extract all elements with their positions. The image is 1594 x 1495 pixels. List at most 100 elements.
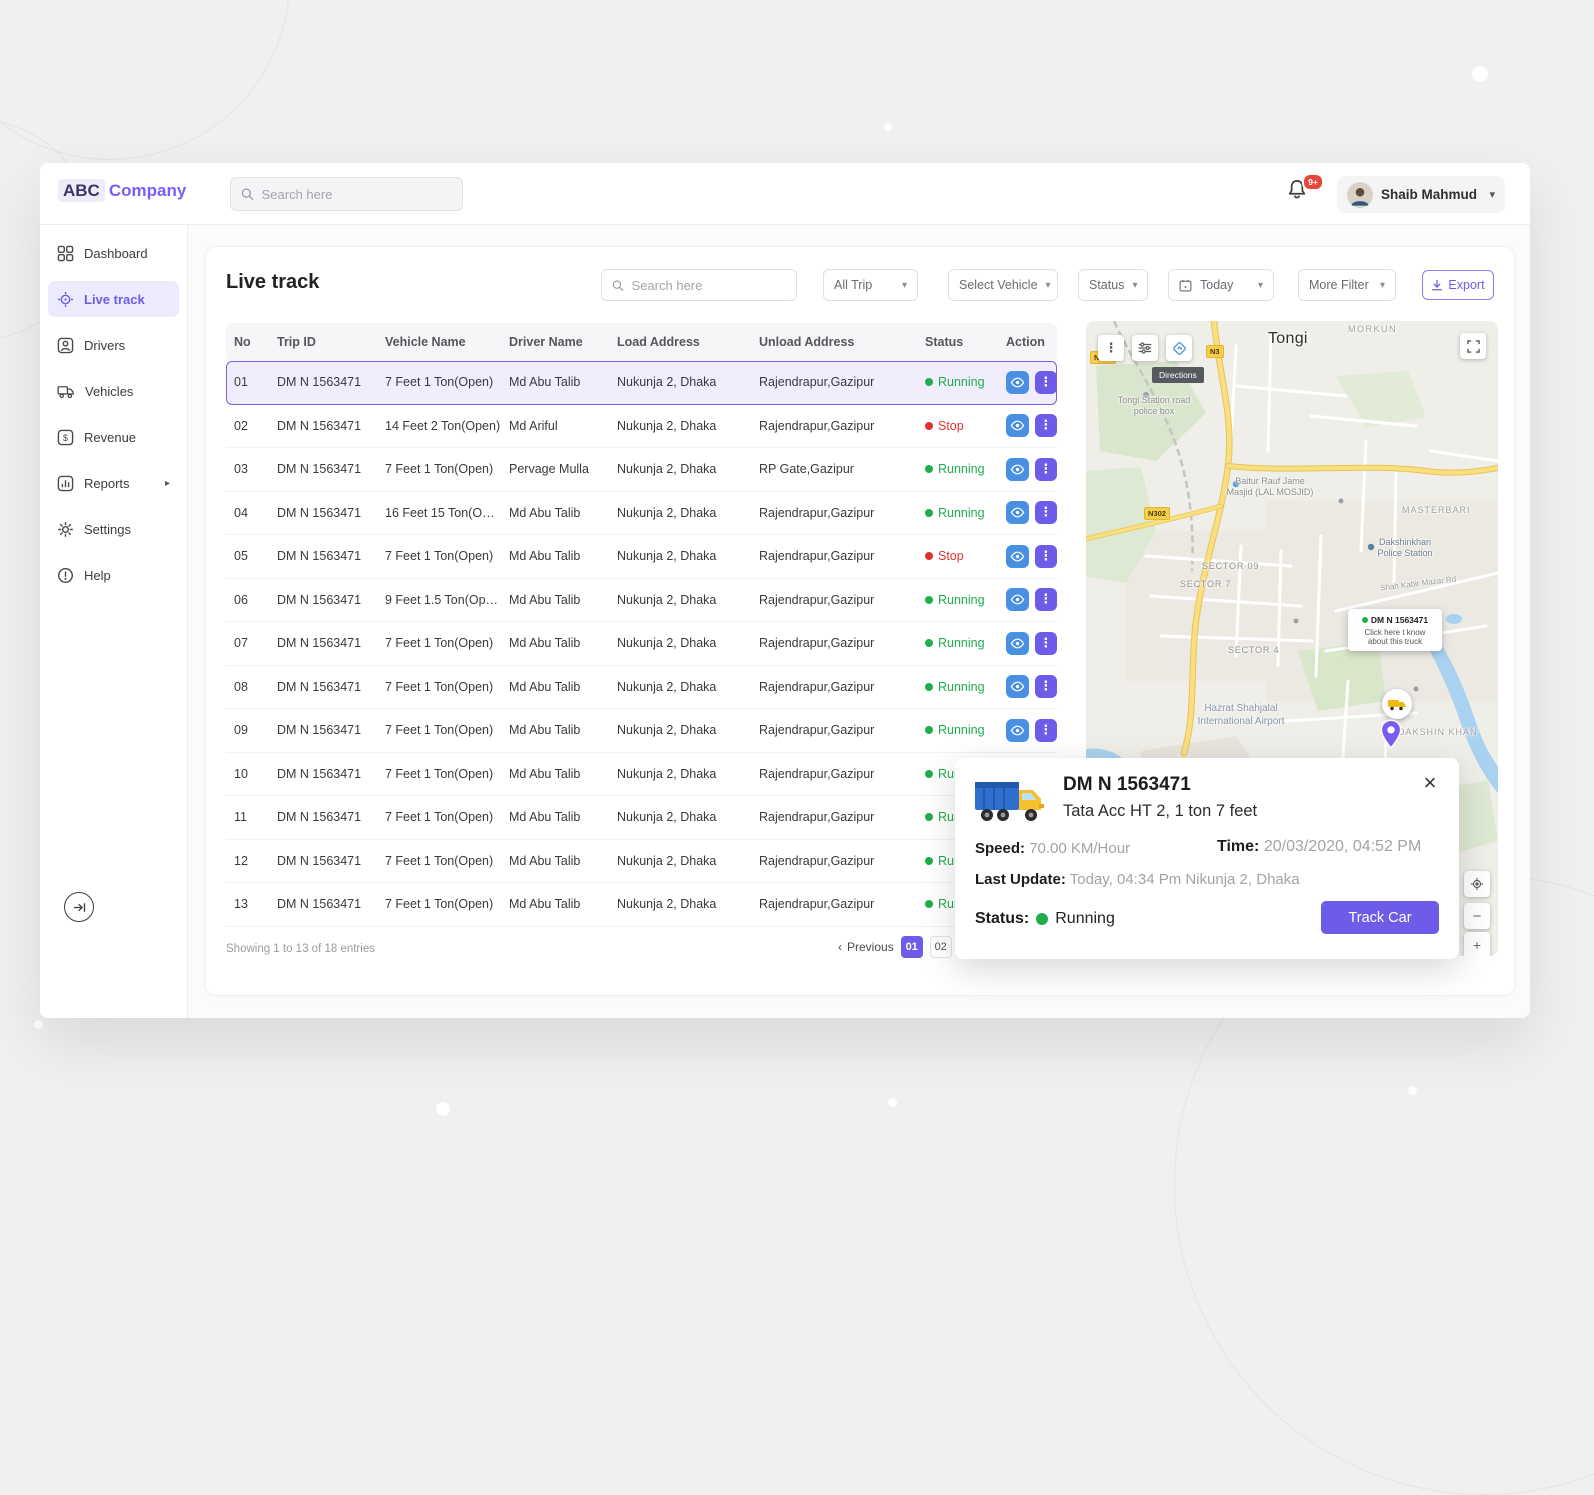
row-menu-button[interactable]: ⋮ [1034, 501, 1057, 525]
status-dot [925, 595, 933, 604]
chevron-down-icon: ▾ [1489, 189, 1495, 201]
table-row[interactable]: 06 DM N 1563471 9 Feet 1.5 Ton(Open) Md … [226, 579, 1057, 622]
user-menu[interactable]: Shaib Mahmud ▾ [1337, 176, 1505, 213]
track-car-button[interactable]: Track Car [1321, 901, 1439, 934]
map-fullscreen-button[interactable] [1460, 333, 1486, 359]
view-trip-button[interactable] [1006, 414, 1029, 438]
cell-driver-name: Md Abu Talib [509, 592, 581, 607]
filter-status-dropdown[interactable]: Status ▾ [1078, 269, 1148, 301]
map-zoom-out-button[interactable]: − [1464, 903, 1490, 929]
cell-status: Running [917, 723, 998, 737]
cell-action: ⋮ [998, 501, 1057, 525]
vehicles-icon [57, 385, 74, 398]
sidebar-item-label: Help [84, 567, 111, 583]
table-row[interactable]: 12 DM N 1563471 7 Feet 1 Ton(Open) Md Ab… [226, 840, 1057, 883]
settings-icon [57, 521, 74, 537]
table-row[interactable]: 09 DM N 1563471 7 Feet 1 Ton(Open) Md Ab… [226, 709, 1057, 753]
download-icon [1432, 279, 1443, 290]
row-menu-button[interactable]: ⋮ [1034, 544, 1057, 568]
sidebar-item-revenue[interactable]: $ Revenue [48, 419, 179, 455]
view-trip-button[interactable] [1006, 588, 1029, 612]
live-track-panel: Live track All Trip ▾ Select Vehicle ▾ S… [205, 246, 1515, 996]
truck-marker-icon[interactable] [1382, 689, 1412, 719]
row-menu-button[interactable]: ⋮ [1034, 675, 1057, 699]
table-row[interactable]: 03 DM N 1563471 7 Feet 1 Ton(Open) Perva… [226, 448, 1057, 492]
row-menu-button[interactable]: ⋮ [1034, 457, 1057, 481]
table-row[interactable]: 13 DM N 1563471 7 Feet 1 Ton(Open) Md Ab… [226, 883, 1057, 927]
view-trip-button[interactable] [1006, 631, 1029, 655]
view-trip-button[interactable] [1006, 718, 1029, 742]
cell-no: 10 [234, 766, 248, 781]
table-row[interactable]: 07 DM N 1563471 7 Feet 1 Ton(Open) Md Ab… [226, 622, 1057, 666]
reports-icon [57, 475, 74, 491]
header-search[interactable] [230, 177, 463, 211]
sidebar-item-dashboard[interactable]: Dashboard [48, 235, 179, 271]
filter-trip-dropdown[interactable]: All Trip ▾ [823, 269, 918, 301]
header-search-input[interactable] [261, 186, 452, 202]
col-status: Status [925, 335, 964, 349]
col-no: No [234, 335, 251, 349]
export-button[interactable]: Export [1422, 270, 1494, 300]
table-row[interactable]: 01 DM N 1563471 7 Feet 1 Ton(Open) Md Ab… [226, 361, 1057, 405]
page-button-2[interactable]: 02 [929, 936, 952, 958]
background-dot [888, 1098, 897, 1107]
status-text: Running [938, 679, 985, 694]
filter-more-dropdown[interactable]: More Filter ▾ [1298, 269, 1396, 301]
map-menu-button[interactable]: ⋮ [1098, 335, 1124, 361]
view-trip-button[interactable] [1006, 544, 1029, 568]
notifications-button[interactable]: 9+ [1286, 173, 1324, 212]
last-update-row: Last Update: Today, 04:34 Pm Nikunja 2, … [975, 871, 1300, 888]
sliders-icon [1138, 342, 1152, 354]
cell-driver-name: Md Abu Talib [509, 375, 581, 390]
sidebar-item-reports[interactable]: Reports ▸ [48, 465, 179, 501]
chevron-right-icon: ▸ [164, 477, 170, 489]
sidebar-item-help[interactable]: Help [48, 557, 179, 593]
map-pin-icon[interactable] [1380, 719, 1402, 754]
table-row[interactable]: 10 DM N 1563471 7 Feet 1 Ton(Open) Md Ab… [226, 753, 1057, 796]
filter-status-value: Status [1089, 278, 1125, 292]
cell-unload-address: Rajendrapur,Gazipur [759, 636, 875, 651]
table-search[interactable] [601, 269, 797, 301]
view-trip-button[interactable] [1006, 501, 1029, 525]
speed-row: Speed: 70.00 KM/Hour [975, 840, 1130, 857]
previous-page-button[interactable]: ‹ Previous [838, 940, 894, 954]
table-row[interactable]: 04 DM N 1563471 16 Feet 15 Ton(Open) Md … [226, 492, 1057, 535]
page-button-1[interactable]: 01 [900, 936, 923, 958]
map-zoom-in-button[interactable]: + [1464, 932, 1490, 956]
sidebar-item-live-track[interactable]: Live track [48, 281, 179, 317]
row-menu-button[interactable]: ⋮ [1034, 588, 1057, 612]
sidebar-item-vehicles[interactable]: Vehicles [48, 373, 179, 409]
close-icon[interactable]: × [1417, 770, 1443, 796]
cell-no: 01 [234, 375, 248, 390]
row-menu-button[interactable]: ⋮ [1034, 718, 1057, 742]
help-icon [57, 567, 74, 583]
map-locate-button[interactable] [1464, 871, 1490, 897]
col-driver-name: Driver Name [509, 335, 583, 349]
table-search-input[interactable] [631, 277, 786, 293]
view-trip-button[interactable] [1006, 675, 1029, 699]
map-layers-button[interactable] [1132, 335, 1158, 361]
map-marker-popup[interactable]: DM N 1563471 Click here t know about thi… [1348, 609, 1442, 651]
table-row[interactable]: 02 DM N 1563471 14 Feet 2 Ton(Open) Md A… [226, 405, 1057, 448]
view-trip-button[interactable] [1006, 370, 1029, 394]
filter-vehicle-dropdown[interactable]: Select Vehicle ▾ [948, 269, 1058, 301]
sidebar-item-drivers[interactable]: Drivers [48, 327, 179, 363]
table-row[interactable]: 05 DM N 1563471 7 Feet 1 Ton(Open) Md Ab… [226, 535, 1057, 579]
filter-date-dropdown[interactable]: Today ▾ [1168, 269, 1274, 301]
row-menu-button[interactable]: ⋮ [1034, 370, 1057, 394]
view-trip-button[interactable] [1006, 457, 1029, 481]
cell-driver-name: Md Abu Talib [509, 766, 581, 781]
map-directions-button[interactable] [1166, 335, 1192, 361]
row-menu-button[interactable]: ⋮ [1034, 414, 1057, 438]
sidebar-item-settings[interactable]: Settings [48, 511, 179, 547]
row-menu-button[interactable]: ⋮ [1034, 631, 1057, 655]
status-text: Stop [938, 549, 964, 564]
background-dot [436, 1102, 450, 1116]
cell-driver-name: Pervage Mulla [509, 462, 589, 477]
status-text: Running [938, 505, 985, 520]
table-row[interactable]: 08 DM N 1563471 7 Feet 1 Ton(Open) Md Ab… [226, 666, 1057, 709]
table-row[interactable]: 11 DM N 1563471 7 Feet 1 Ton(Open) Md Ab… [226, 796, 1057, 840]
cell-vehicle-name: 7 Feet 1 Ton(Open) [385, 723, 494, 738]
sidebar-collapse-button[interactable] [64, 892, 94, 922]
